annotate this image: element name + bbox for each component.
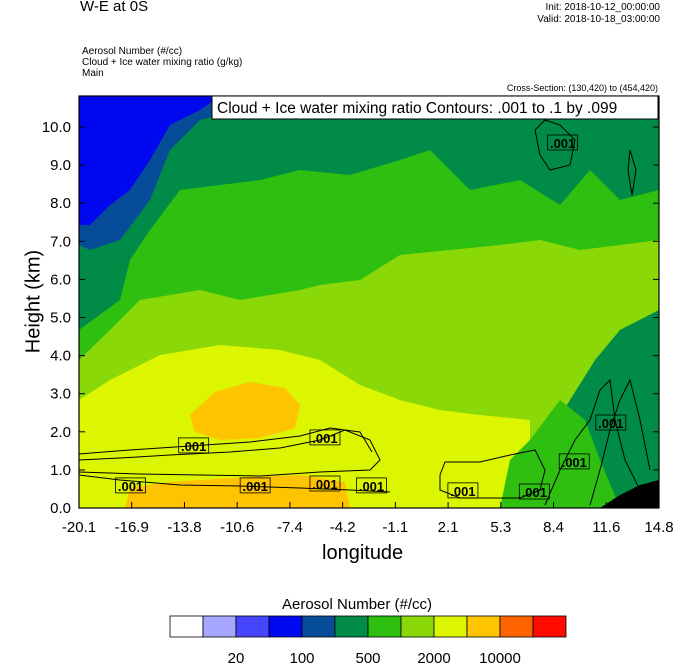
colorbar-swatch [169, 615, 204, 638]
x-tick-label: -16.9 [115, 519, 149, 536]
contour-label-box [595, 414, 627, 431]
colorbar-swatch [433, 615, 468, 638]
colorbar-swatch [466, 615, 501, 638]
terrain [600, 480, 659, 508]
subtitle-cloud: Cloud + Ice water mixing ratio (g/kg) [82, 57, 243, 68]
contour-label: .001 [550, 136, 575, 151]
x-tick-label: -1.1 [382, 519, 408, 536]
colorbar-swatch [301, 615, 336, 638]
colorbar-label: 20 [227, 650, 245, 667]
y-tick-label: 9.0 [50, 157, 71, 174]
y-tick-label: 2.0 [50, 424, 71, 441]
colorbar-swatch [202, 615, 237, 638]
y-tick-label: 7.0 [50, 233, 71, 250]
init-time: Init: 2018-10-12_00:00:00 [545, 2, 660, 13]
contour-label-box [309, 475, 341, 492]
valid-time: Valid: 2018-10-18_03:00:00 [537, 14, 660, 25]
y-tick-label: 5.0 [50, 310, 71, 327]
x-tick-label: -20.1 [62, 519, 96, 536]
y-axis-label: Height (km) [22, 249, 45, 354]
field-orange-bottom [125, 475, 350, 508]
subtitle-main: Main [82, 68, 104, 79]
x-axis: -20.1 -16.9 -13.8 -10.6 -7.4 -4.2 -1.1 2.1 5.3 8.… [62, 502, 674, 536]
contour-label: .001 [450, 484, 475, 499]
colorbar-swatch [268, 615, 303, 638]
contour-label-box [178, 437, 210, 454]
contour-label-box [239, 477, 271, 494]
contour-label: .001 [181, 439, 206, 454]
x-tick-label: -13.8 [167, 519, 201, 536]
x-tick-label: -10.6 [220, 519, 254, 536]
colorbar-swatch [334, 615, 369, 638]
y-tick-label: 8.0 [50, 195, 71, 212]
x-tick-label: -7.4 [277, 519, 303, 536]
y-tick-label: 0.0 [50, 500, 71, 517]
y-tick-label: 4.0 [50, 348, 71, 365]
colorbar-swatch [499, 615, 534, 638]
contour-label: .001 [598, 416, 623, 431]
contour-label: .001 [243, 479, 268, 494]
contour-label: .001 [522, 485, 547, 500]
contour-label-box [547, 134, 579, 151]
y-tick-label: 3.0 [50, 386, 71, 403]
field-orange-blob [190, 382, 300, 440]
contour-label-box [115, 477, 146, 494]
contour-label: .001 [359, 479, 384, 494]
field-darkgreen-top [79, 96, 659, 340]
contour-label: .001 [312, 431, 337, 446]
contour-labels: .001 .001 .001 .001 .001 .001 .001 .001 .001 .001… [115, 134, 627, 500]
x-tick-label: -4.2 [330, 519, 356, 536]
contour-label-box [558, 453, 590, 470]
y-tick-label: 1.0 [50, 462, 71, 479]
contour-label: .001 [312, 477, 337, 492]
colorbar-swatch [400, 615, 435, 638]
contour-info: Cloud + Ice water mixing ratio Contours:… [217, 100, 617, 117]
plot-title: W-E at 0S [80, 0, 149, 15]
field: .001 .001 .001 .001 .001 .001 .001 .001 .001 .001… [79, 96, 659, 508]
x-tick-label: 11.6 [592, 519, 620, 536]
colorbar-label: 2000 [417, 650, 451, 667]
contour-label-box [518, 483, 550, 500]
contour-label: .001 [118, 479, 143, 494]
field-yellow [79, 345, 530, 508]
contour-label-box [356, 477, 387, 494]
colorbar-swatch [532, 615, 567, 638]
x-axis-label: longitude [322, 542, 404, 564]
subtitle-aerosol: Aerosol Number (#/cc) [82, 46, 183, 57]
colorbar-swatch [235, 615, 270, 638]
colorbar-swatch [367, 615, 402, 638]
x-tick-label: 2.1 [438, 519, 459, 536]
contour-label-box [309, 429, 341, 446]
contour-info-box [211, 95, 659, 120]
colorbar-label: 100 [289, 650, 315, 667]
field-blue [79, 96, 220, 225]
x-tick-label: 14.8 [644, 519, 673, 536]
colorbar-title: Aerosol Number (#/cc) [282, 596, 433, 613]
y-tick-label: 10.0 [42, 119, 71, 136]
cross-section-label: Cross-Section: (130,420) to (454,420) [506, 83, 658, 93]
colorbar-label: 500 [355, 650, 381, 667]
contour-label-box [447, 482, 479, 499]
x-tick-label: 5.3 [490, 519, 511, 536]
colorbar [169, 615, 567, 638]
y-tick-label: 6.0 [50, 271, 71, 288]
y-axis: 0.0 1.0 2.0 3.0 4.0 5.0 6.0 7.0 8.0 9.0 10.0 [42, 119, 659, 517]
contour-label: .001 [562, 455, 587, 470]
x-tick-label: 8.4 [543, 519, 564, 536]
colorbar-label: 10000 [479, 650, 521, 667]
